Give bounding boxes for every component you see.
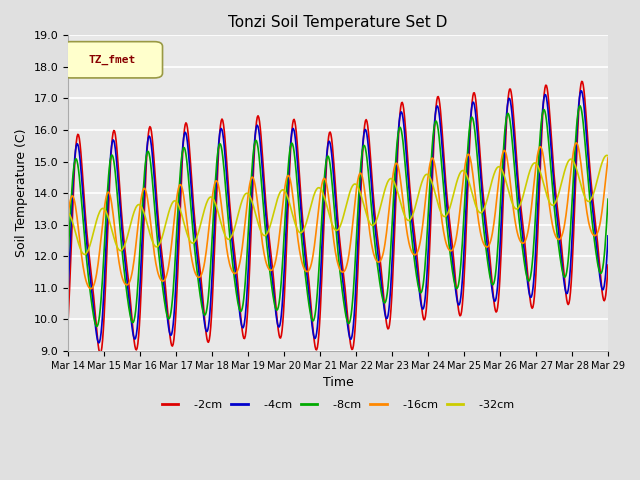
X-axis label: Time: Time bbox=[323, 376, 353, 389]
Title: Tonzi Soil Temperature Set D: Tonzi Soil Temperature Set D bbox=[228, 15, 448, 30]
FancyBboxPatch shape bbox=[63, 42, 163, 78]
Text: TZ_fmet: TZ_fmet bbox=[89, 55, 136, 65]
Legend:   -2cm,   -4cm,   -8cm,   -16cm,   -32cm: -2cm, -4cm, -8cm, -16cm, -32cm bbox=[157, 396, 519, 415]
Y-axis label: Soil Temperature (C): Soil Temperature (C) bbox=[15, 129, 28, 257]
